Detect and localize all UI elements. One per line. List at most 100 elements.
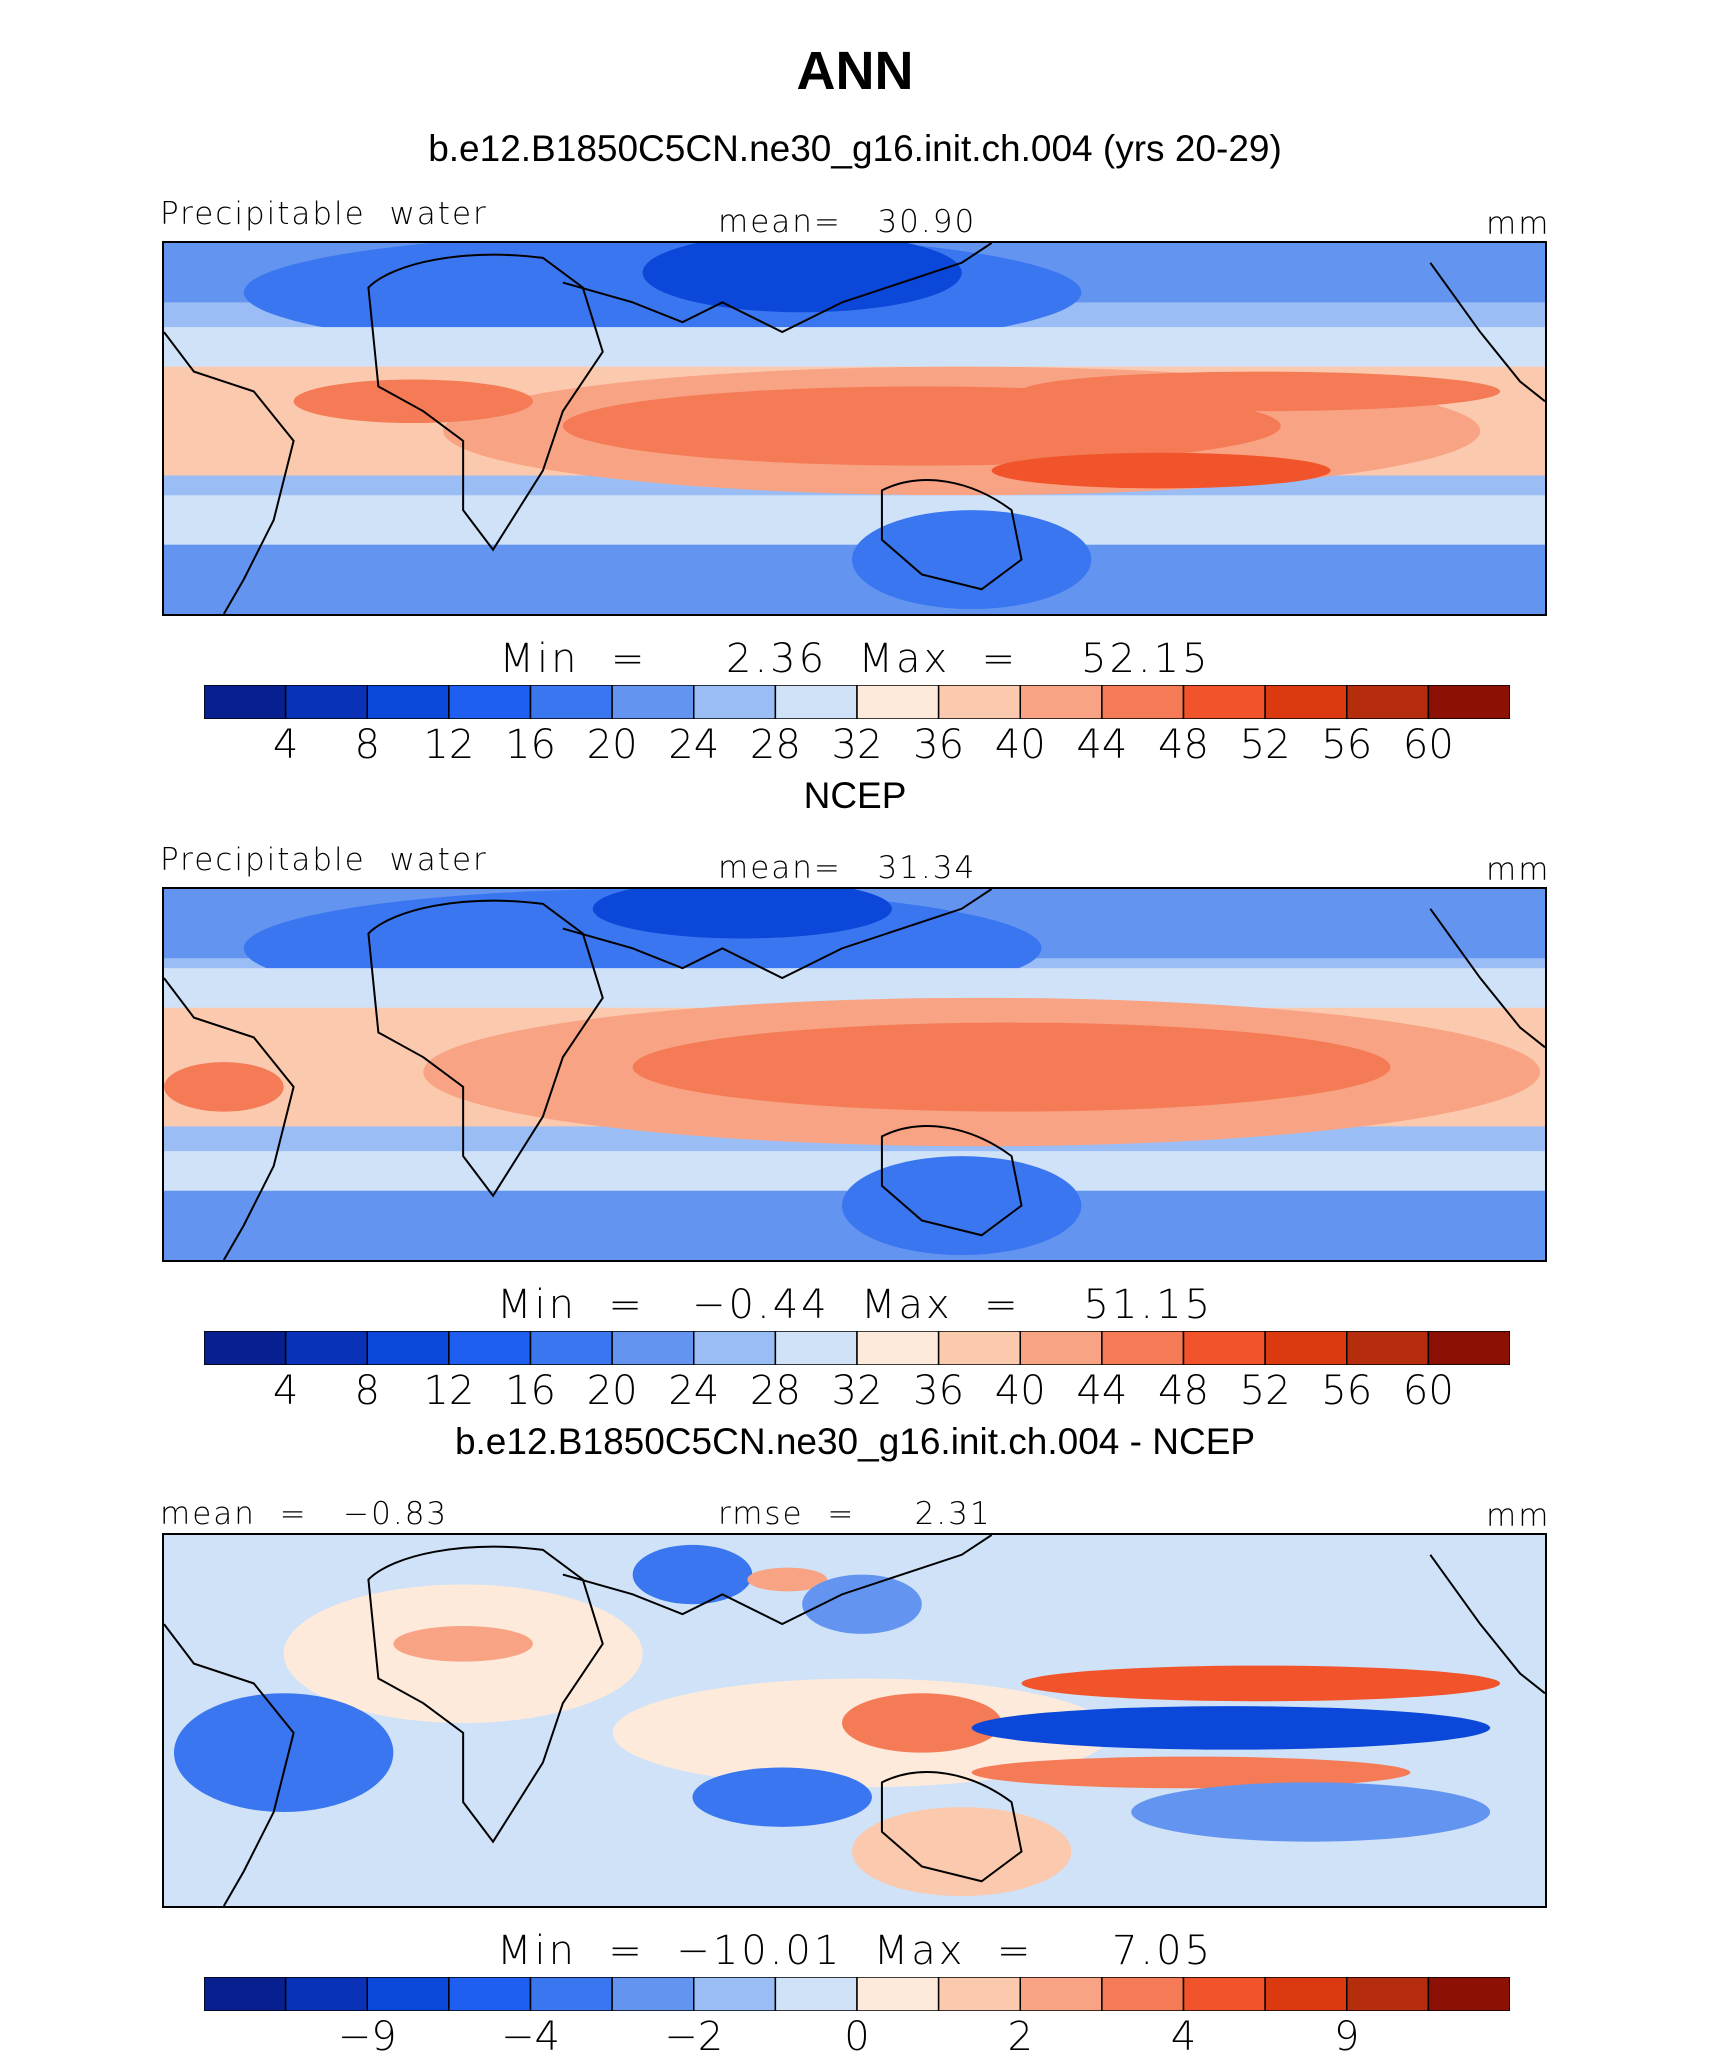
colorbar-swatch [774,1331,858,1365]
coast-asia [562,889,993,980]
colorbar-swatch [693,1331,777,1365]
panel-2-map-svg [164,889,1545,1260]
colorbar-swatch [366,1977,450,2011]
colorbar-tick-label: 44 [1076,722,1128,768]
colorbar-swatch [204,1977,287,2011]
panel-2-units: mm [1486,852,1551,888]
panel-3-minmax: Min = −10.01 Max = 7.05 [496,1928,1214,1974]
amazon-moist [164,1062,284,1112]
tibet-neg [632,1544,753,1605]
australia-dry [842,1156,1082,1256]
colorbar-swatch [937,1977,1021,2011]
colorbar-tick-label: 40 [994,1368,1046,1414]
colorbar-tick-label: 28 [749,722,801,768]
panel-1-variable-label: Precipitable water [160,196,488,232]
colorbar-tick-label: 32 [831,1368,883,1414]
colorbar-swatch [529,1331,613,1365]
itcz-north [1021,371,1501,412]
spcz-pos [971,1756,1411,1789]
colorbar-swatch [1182,1977,1266,2011]
panel-2-colorbar-svg [204,1331,1510,1365]
colorbar-tick-label: 28 [749,1368,801,1414]
colorbar-swatch [1264,685,1348,719]
colorbar-tick-label: 4 [272,722,299,768]
colorbar-tick-label: 44 [1076,1368,1128,1414]
colorbar-swatch [774,685,858,719]
colorbar-swatch [1264,1331,1348,1365]
panel-3-colorbar-ticks: −9 −4 −2 0 2 4 9 [0,2014,1710,2064]
panel-1-map [162,241,1547,616]
panel-3-map [162,1533,1547,1908]
coast-africa [367,253,604,552]
colorbar-swatch [1101,685,1185,719]
colorbar-tick-label: −9 [337,2014,397,2060]
sahara-pos [393,1626,533,1662]
panel-1-colorbar-svg [204,685,1510,719]
coast-australia [880,479,1023,591]
colorbar-swatch [1346,1977,1430,2011]
colorbar-tick-label: 20 [586,1368,638,1414]
panel-1-map-svg [164,243,1545,614]
colorbar-tick-label: 36 [913,1368,965,1414]
panel-2-variable-label: Precipitable water [160,842,488,878]
colorbar-tick-label: 20 [586,722,638,768]
sh-light [164,495,1545,545]
colorbar-tick-label: 9 [1334,2014,1360,2060]
warm-pool [562,386,1281,466]
colorbar-swatch [774,1977,858,2011]
colorbar-tick-label: 12 [423,1368,475,1414]
panel-1-mean: mean= 30.90 [718,204,977,240]
colorbar-swatch [284,685,368,719]
colorbar-swatch [611,1977,695,2011]
coast-south-america [164,1623,295,1906]
coast-central-america [1429,1554,1545,1695]
colorbar-swatch [204,685,287,719]
colorbar-tick-label: 24 [668,722,720,768]
colorbar-tick-label: 4 [272,1368,299,1414]
colorbar-tick-label: −2 [664,2014,724,2060]
indian-neg [692,1767,872,1827]
coast-central-america [1429,262,1545,403]
colorbar-tick-label: 60 [1402,1368,1454,1414]
colorbar-swatch [448,1331,532,1365]
panel-3-mean: mean = −0.83 [160,1496,449,1532]
colorbar-tick-label: 24 [668,1368,720,1414]
pacific-north-pos [1021,1665,1501,1702]
colorbar-tick-label: 52 [1239,1368,1291,1414]
colorbar-swatch [1182,1331,1266,1365]
south-pacific-neg [1131,1782,1491,1842]
coast-asia [562,1535,993,1626]
australia-dry [852,510,1092,610]
china-neg [802,1574,922,1634]
colorbar-swatch [1346,685,1430,719]
colorbar-swatch [448,1977,532,2011]
warm-pool [632,1022,1391,1112]
panel-2-mean: mean= 31.34 [718,850,977,886]
maritime-pos [842,1693,1002,1753]
coast-south-america [164,331,295,614]
colorbar-swatch [693,685,777,719]
colorbar-swatch [1101,1977,1185,2011]
colorbar-tick-label: 16 [505,1368,556,1414]
colorbar-swatch [856,1331,940,1365]
colorbar-swatch [1019,1977,1103,2011]
coast-asia [562,243,993,334]
atlantic-band [293,379,533,424]
colorbar-tick-label: 60 [1402,722,1454,768]
panel-2-minmax: Min = −0.44 Max = 51.15 [496,1282,1214,1328]
colorbar-tick-label: 32 [831,722,883,768]
colorbar-tick-label: 4 [1170,2014,1197,2060]
colorbar-swatch [856,685,940,719]
colorbar-swatch [1427,1977,1510,2011]
colorbar-swatch [1427,685,1510,719]
panel-1-title: b.e12.B1850C5CN.ne30_g16.init.ch.004 (yr… [428,128,1282,169]
colorbar-swatch [937,1331,1021,1365]
dry-core [592,889,892,939]
colorbar-swatch [366,1331,450,1365]
colorbar-swatch [611,1331,695,1365]
colorbar-swatch [529,1977,613,2011]
coast-central-america [1429,908,1545,1049]
panel-3-colorbar [204,1977,1510,2011]
coast-south-america [164,977,295,1260]
